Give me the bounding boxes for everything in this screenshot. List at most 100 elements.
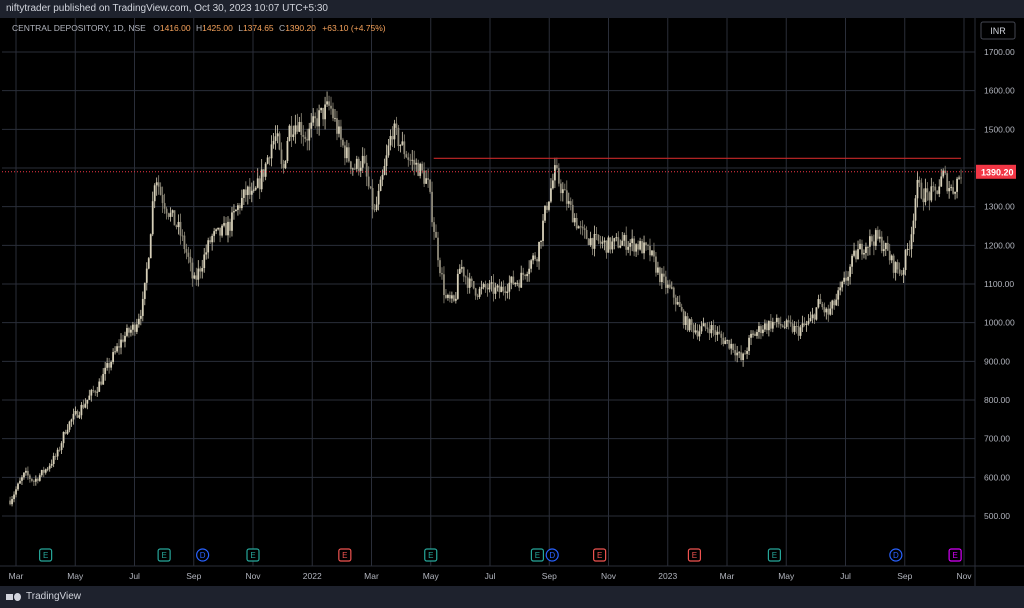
earnings-marker[interactable] <box>530 548 545 562</box>
candle-body <box>92 390 95 392</box>
earnings-marker[interactable] <box>157 548 171 562</box>
candle-body <box>720 333 723 338</box>
candle-body <box>357 158 360 171</box>
candle-body <box>528 268 531 275</box>
candle-body <box>235 209 237 212</box>
x-tick-label: Mar <box>364 571 379 581</box>
candle-body <box>740 352 743 360</box>
candle-body <box>296 125 299 132</box>
candle-body <box>262 169 265 177</box>
earnings-marker[interactable] <box>948 548 962 562</box>
candle-body <box>825 308 828 313</box>
x-tick-label: Sep <box>186 571 201 581</box>
earnings-marker[interactable] <box>767 548 782 562</box>
y-tick-label: 1500.00 <box>984 124 1015 134</box>
candle-body <box>833 300 836 306</box>
candle-body <box>655 256 657 273</box>
candle-body <box>635 244 638 252</box>
candle-body <box>894 262 897 273</box>
candle-body <box>520 272 523 288</box>
candle-body <box>668 284 671 288</box>
dividend-marker[interactable] <box>545 548 559 562</box>
candle-body <box>13 494 15 500</box>
candle-body <box>407 157 410 160</box>
y-tick-label: 500.00 <box>984 511 1010 521</box>
candle-body <box>373 209 376 211</box>
earnings-marker[interactable] <box>593 548 607 562</box>
candle-body <box>238 205 241 209</box>
x-tick-label: Nov <box>245 571 261 581</box>
candle-body <box>264 163 267 177</box>
candle-body <box>375 204 378 210</box>
candle-body <box>417 162 420 176</box>
candle-body <box>577 226 580 229</box>
earnings-marker[interactable] <box>687 548 702 562</box>
candle-body <box>847 276 850 281</box>
candle-body <box>908 248 911 250</box>
candle-body <box>870 236 873 242</box>
earnings-marker[interactable] <box>424 548 438 562</box>
candle-body <box>15 489 17 495</box>
candle-body <box>750 333 752 338</box>
candle-body <box>781 325 784 327</box>
candle-body <box>195 275 198 280</box>
event-marker-label: E <box>772 551 777 560</box>
candle-body <box>270 144 273 159</box>
candle-body <box>112 352 114 362</box>
candle-body <box>191 262 194 279</box>
candle-body <box>389 136 392 146</box>
candle-body <box>783 326 786 328</box>
candle-body <box>801 323 804 328</box>
candle-body <box>928 192 931 201</box>
candle-body <box>940 176 943 187</box>
x-tick-label: May <box>67 571 84 581</box>
candle-body <box>474 288 477 296</box>
candle-body <box>456 273 459 299</box>
candle-body <box>38 475 41 481</box>
candle-body <box>203 254 206 269</box>
candle-body <box>310 122 313 129</box>
earnings-marker[interactable] <box>39 548 53 562</box>
event-marker-label: E <box>692 551 697 560</box>
dividend-marker[interactable] <box>196 548 210 562</box>
candle-body <box>960 177 962 179</box>
legend-open-value: 1416.00 <box>160 23 191 33</box>
candle-body <box>627 246 630 250</box>
candle-body <box>128 328 130 333</box>
candle-body <box>559 183 562 194</box>
candle-body <box>567 201 570 204</box>
tradingview-logo[interactable]: TradingView <box>6 586 81 608</box>
candle-body <box>151 201 154 235</box>
candle-body <box>637 244 640 250</box>
earnings-marker[interactable] <box>246 548 260 562</box>
candle-body <box>760 326 762 334</box>
currency-badge-box[interactable] <box>980 21 1016 40</box>
candle-body <box>268 157 271 159</box>
candle-body <box>205 252 208 255</box>
candle-body <box>890 255 893 261</box>
candle-body <box>900 273 903 275</box>
event-marker-label: E <box>952 551 957 560</box>
candle-body <box>207 240 210 253</box>
candle-body <box>351 168 354 170</box>
candle-body <box>104 367 107 375</box>
candle-body <box>690 319 693 325</box>
candle-body <box>930 186 933 201</box>
currency-badge[interactable]: INR <box>980 21 1016 40</box>
candle-body <box>504 290 507 294</box>
candle-body <box>272 140 275 145</box>
candle-body <box>177 221 180 228</box>
candle-body <box>506 291 509 294</box>
x-tick-label: Mar <box>720 571 735 581</box>
candle-body <box>819 299 822 305</box>
y-tick-label: 700.00 <box>984 434 1010 444</box>
earnings-marker[interactable] <box>338 548 352 562</box>
candle-body <box>298 121 301 132</box>
dividend-marker[interactable] <box>889 548 903 562</box>
y-tick-label: 1200.00 <box>984 240 1015 250</box>
candle-body <box>829 308 832 315</box>
candle-body <box>488 283 491 290</box>
